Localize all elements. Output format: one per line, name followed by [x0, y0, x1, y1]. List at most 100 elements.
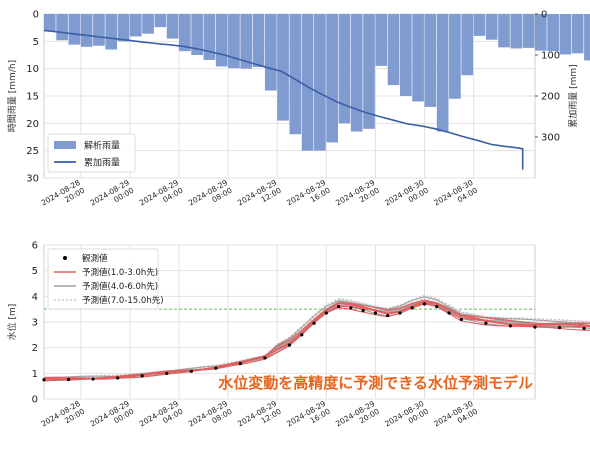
rainfall-bar [56, 14, 68, 41]
rainfall-left-tick-label: 25 [26, 146, 39, 157]
observed-point [116, 376, 120, 380]
prediction-7-15h-lines [43, 294, 590, 380]
rainfall-right-tick-label: 200 [541, 92, 560, 103]
legend-label-pred-4-6h: 予測値(4.0-6.0h先) [82, 281, 158, 292]
observed-point [312, 321, 316, 325]
observed-point [484, 321, 488, 325]
water-level-tick-label: 0 [32, 395, 38, 406]
observed-point [337, 305, 341, 309]
rainfall-bar [363, 14, 375, 129]
cumulative-rain-line [43, 29, 524, 170]
rainfall-bar [289, 14, 302, 135]
rainfall-bars [44, 14, 590, 151]
observed-points [42, 302, 586, 382]
legend-label-pred-7-15h: 予測値(7.0-15.0h先) [82, 295, 164, 306]
rainfall-bar [68, 14, 81, 45]
legend-label-line: 累加雨量 [84, 158, 120, 169]
observed-point [459, 317, 463, 322]
observed-point [324, 311, 328, 315]
observed-point [189, 369, 193, 373]
rainfall-left-tick-label: 20 [26, 119, 39, 130]
left-axis-label: 時間雨量 [mm/h] [7, 60, 18, 132]
legend-swatch-bars [54, 141, 76, 149]
right-axis-label: 累加雨量 [mm] [568, 64, 579, 127]
observed-point [422, 302, 427, 306]
rainfall-bar [522, 14, 535, 48]
rainfall-bar [215, 14, 228, 67]
observed-point [582, 326, 586, 331]
observed-point [165, 371, 169, 375]
observed-point [557, 326, 562, 330]
rainfall-bar [449, 14, 461, 99]
prediction-line-7-15h [43, 298, 590, 379]
water-level-tick-label: 3 [32, 318, 38, 329]
legend-label-observed: 観測値 [82, 253, 108, 264]
rainfall-bar [338, 14, 351, 124]
water-level-legend-box [47, 248, 159, 310]
rainfall-bar [80, 14, 93, 47]
water-level-y-axis: 0 1 2 3 4 5 6 [32, 241, 38, 406]
rainfall-bar [129, 14, 142, 37]
legend-swatch-observed [63, 256, 67, 260]
observed-point [386, 313, 390, 318]
rainfall-bar [314, 14, 326, 151]
rainfall-bar [473, 14, 486, 36]
observed-point [533, 325, 537, 329]
rainfall-left-tick-label: 0 [33, 10, 39, 21]
rainfall-left-tick-label: 5 [33, 37, 39, 48]
rainfall-bar [154, 14, 167, 28]
observed-point [410, 306, 414, 310]
rainfall-bar [44, 14, 56, 32]
observed-point [435, 305, 439, 309]
rainfall-bar [387, 14, 400, 86]
observed-point [361, 308, 365, 313]
rainfall-bar [510, 14, 523, 49]
observed-point [66, 377, 71, 382]
observed-point [300, 333, 304, 337]
water-level-tick-label: 5 [32, 266, 38, 277]
rainfall-left-tick-label: 10 [26, 64, 39, 75]
observed-point [238, 361, 242, 366]
rainfall-bar [228, 14, 240, 69]
rainfall-bar [535, 14, 547, 51]
observed-point [508, 324, 513, 328]
chart-annotation: 水位変動を高精度に予測できる水位予測モデル [218, 374, 533, 392]
rainfall-bar [547, 14, 559, 52]
observed-point [214, 366, 218, 370]
rainfall-bar [117, 14, 130, 42]
rainfall-bar [461, 14, 474, 76]
rainfall-bar [166, 14, 179, 39]
rainfall-bar [399, 14, 412, 96]
rainfall-bar [203, 14, 216, 60]
observed-point [398, 311, 402, 315]
rainfall-bar [240, 14, 253, 69]
water-level-legend: 観測値 予測値(1.0-3.0h先) 予測値(4.0-6.0h先) 予測値(7.… [47, 248, 164, 310]
legend-label-pred-1-3h: 予測値(1.0-3.0h先) [82, 267, 158, 278]
observed-point [140, 374, 144, 378]
rainfall-bar [142, 14, 154, 34]
rainfall-bar [436, 14, 449, 132]
rainfall-left-tick-label: 30 [26, 174, 39, 185]
rainfall-legend: 解析雨量 累加雨量 [47, 133, 136, 173]
water-level-tick-label: 1 [32, 369, 38, 380]
rainfall-bar [301, 14, 314, 151]
